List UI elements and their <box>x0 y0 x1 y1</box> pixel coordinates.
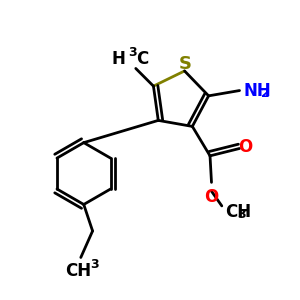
Text: CH: CH <box>225 203 251 221</box>
Text: S: S <box>179 55 192 73</box>
Text: NH: NH <box>244 82 272 100</box>
Text: O: O <box>204 188 219 206</box>
Text: C: C <box>136 50 148 68</box>
Text: 2: 2 <box>261 87 269 100</box>
Text: CH: CH <box>65 262 91 280</box>
Text: O: O <box>238 138 252 156</box>
Text: 3: 3 <box>237 208 246 221</box>
Text: 3: 3 <box>128 46 137 59</box>
Text: 3: 3 <box>90 258 99 271</box>
Text: H: H <box>112 50 125 68</box>
